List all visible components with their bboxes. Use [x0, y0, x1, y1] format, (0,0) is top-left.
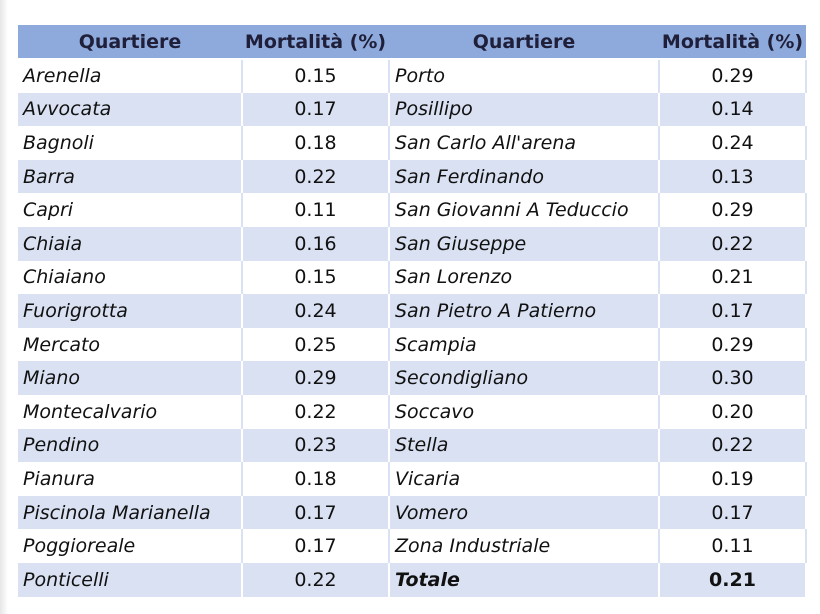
quartiere-right-cell: Vomero: [389, 495, 660, 530]
quartiere-right-cell: San Carlo All'arena: [389, 126, 660, 160]
totale-value: 0.21: [659, 562, 807, 597]
mortalita-left-cell: 0.17: [242, 529, 390, 563]
quartiere-left-cell: Chiaiano: [18, 260, 243, 295]
mortalita-left-cell: 0.16: [242, 226, 390, 261]
quartiere-left-cell: Miano: [18, 361, 243, 395]
mortalita-right-cell: 0.17: [659, 294, 807, 328]
mortalita-left-cell: 0.25: [242, 327, 390, 362]
mortalita-left-cell: 0.22: [242, 562, 390, 597]
mortalita-left-cell: 0.22: [242, 159, 390, 194]
quartiere-left-cell: Arenella: [18, 59, 243, 93]
mortalita-right-cell: 0.13: [659, 159, 807, 194]
header-mortalita-left: Mortalità (%): [242, 25, 389, 60]
quartiere-right-cell: Porto: [389, 59, 660, 93]
mortalita-left-cell: 0.29: [242, 361, 390, 395]
quartiere-left-cell: Capri: [18, 193, 243, 227]
header-quartiere-right: Quartiere: [389, 25, 659, 60]
mortalita-left-cell: 0.23: [242, 428, 390, 463]
quartiere-right-cell: Stella: [389, 428, 660, 463]
quartiere-left-cell: Montecalvario: [18, 394, 243, 429]
table-row: Mercato 0.25 Scampia 0.29: [18, 327, 807, 362]
mortalita-right-cell: 0.11: [659, 529, 807, 563]
mortalita-left-cell: 0.18: [242, 126, 390, 160]
table-row: Bagnoli 0.18 San Carlo All'arena 0.24: [18, 126, 807, 160]
mortalita-left-cell: 0.15: [242, 59, 390, 93]
mortalita-right-cell: 0.22: [659, 226, 807, 261]
mortalita-left-cell: 0.18: [242, 462, 390, 496]
mortalita-right-cell: 0.30: [659, 361, 807, 395]
table-row: Piscinola Marianella 0.17 Vomero 0.17: [18, 495, 807, 530]
mortalita-left-cell: 0.15: [242, 260, 390, 295]
mortalita-right-cell: 0.22: [659, 428, 807, 463]
table-row: Barra 0.22 San Ferdinando 0.13: [18, 159, 807, 194]
quartiere-left-cell: Poggioreale: [18, 529, 243, 563]
table-row: Ponticelli 0.22 Totale 0.21: [18, 562, 807, 597]
table-row: Pianura 0.18 Vicaria 0.19: [18, 462, 807, 496]
table-row: Chiaia 0.16 San Giuseppe 0.22: [18, 226, 807, 261]
table-row: Pendino 0.23 Stella 0.22: [18, 428, 807, 463]
table-body: Arenella 0.15 Porto 0.29 Avvocata 0.17 Posilli…: [18, 59, 807, 597]
quartiere-left-cell: Mercato: [18, 327, 243, 362]
mortalita-left-cell: 0.22: [242, 394, 390, 429]
quartiere-right-cell: San Giovanni A Teduccio: [389, 193, 660, 227]
quartiere-left-cell: Ponticelli: [18, 562, 243, 597]
quartiere-left-cell: Fuorigrotta: [18, 294, 243, 328]
quartiere-left-cell: Chiaia: [18, 226, 243, 261]
quartiere-left-cell: Avvocata: [18, 92, 243, 127]
table-row: Arenella 0.15 Porto 0.29: [18, 59, 807, 93]
mortalita-right-cell: 0.17: [659, 495, 807, 530]
table-row: Montecalvario 0.22 Soccavo 0.20: [18, 394, 807, 429]
mortality-table-container: Quartiere Mortalità (%) Quartiere Mortal…: [18, 25, 807, 597]
mortalita-right-cell: 0.29: [659, 59, 807, 93]
mortalita-left-cell: 0.17: [242, 92, 390, 127]
header-quartiere-left: Quartiere: [18, 25, 242, 60]
mortality-table: Quartiere Mortalità (%) Quartiere Mortal…: [18, 25, 807, 597]
table-row: Chiaiano 0.15 San Lorenzo 0.21: [18, 260, 807, 295]
mortalita-right-cell: 0.29: [659, 193, 807, 227]
mortalita-right-cell: 0.14: [659, 92, 807, 127]
mortalita-right-cell: 0.21: [659, 260, 807, 295]
quartiere-right-cell: Scampia: [389, 327, 660, 362]
quartiere-left-cell: Piscinola Marianella: [18, 495, 243, 530]
quartiere-right-cell: Zona Industriale: [389, 529, 660, 563]
totale-label: Totale: [389, 562, 660, 597]
quartiere-right-cell: San Giuseppe: [389, 226, 660, 261]
mortalita-right-cell: 0.20: [659, 394, 807, 429]
quartiere-right-cell: San Lorenzo: [389, 260, 660, 295]
quartiere-right-cell: Vicaria: [389, 462, 660, 496]
mortalita-left-cell: 0.11: [242, 193, 390, 227]
mortalita-right-cell: 0.29: [659, 327, 807, 362]
quartiere-left-cell: Pendino: [18, 428, 243, 463]
header-mortalita-right: Mortalità (%): [659, 25, 806, 60]
table-row: Miano 0.29 Secondigliano 0.30: [18, 361, 807, 395]
table-row: Avvocata 0.17 Posillipo 0.14: [18, 92, 807, 127]
quartiere-right-cell: Secondigliano: [389, 361, 660, 395]
table-row: Capri 0.11 San Giovanni A Teduccio 0.29: [18, 193, 807, 227]
table-row: Poggioreale 0.17 Zona Industriale 0.11: [18, 529, 807, 563]
quartiere-right-cell: San Ferdinando: [389, 159, 660, 194]
header-row: Quartiere Mortalità (%) Quartiere Mortal…: [18, 25, 806, 60]
quartiere-left-cell: Pianura: [18, 462, 243, 496]
mortalita-right-cell: 0.19: [659, 462, 807, 496]
quartiere-left-cell: Bagnoli: [18, 126, 243, 160]
quartiere-right-cell: Posillipo: [389, 92, 660, 127]
quartiere-right-cell: San Pietro A Patierno: [389, 294, 660, 328]
quartiere-right-cell: Soccavo: [389, 394, 660, 429]
mortalita-right-cell: 0.24: [659, 126, 807, 160]
left-edge-shadow: [0, 0, 8, 614]
table-row: Fuorigrotta 0.24 San Pietro A Patierno 0.17: [18, 294, 807, 328]
mortalita-left-cell: 0.24: [242, 294, 390, 328]
mortalita-left-cell: 0.17: [242, 495, 390, 530]
quartiere-left-cell: Barra: [18, 159, 243, 194]
